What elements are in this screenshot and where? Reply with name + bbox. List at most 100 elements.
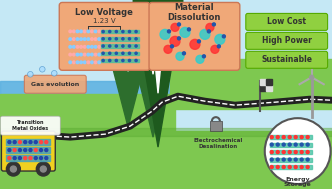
FancyBboxPatch shape [246, 51, 328, 68]
Bar [0, 131, 332, 189]
Circle shape [102, 38, 104, 40]
Circle shape [294, 151, 297, 154]
Circle shape [87, 53, 90, 56]
Circle shape [102, 30, 104, 33]
Polygon shape [133, 0, 183, 147]
FancyBboxPatch shape [246, 13, 328, 30]
Circle shape [102, 59, 104, 62]
Circle shape [276, 136, 279, 139]
Circle shape [40, 166, 46, 172]
Circle shape [94, 61, 97, 64]
Circle shape [19, 156, 22, 160]
Circle shape [300, 158, 303, 161]
Circle shape [306, 151, 309, 154]
Text: High Power: High Power [262, 36, 312, 45]
Circle shape [288, 166, 291, 169]
Circle shape [288, 143, 291, 146]
Circle shape [94, 53, 97, 56]
Bar [101, 30, 139, 33]
Circle shape [28, 71, 33, 77]
Circle shape [80, 38, 82, 40]
Circle shape [171, 45, 174, 48]
Text: Material
Dissolution: Material Dissolution [167, 3, 221, 22]
Bar [6, 155, 50, 161]
Bar [260, 85, 266, 91]
Circle shape [24, 156, 27, 160]
Circle shape [8, 156, 11, 160]
Circle shape [109, 30, 111, 33]
Circle shape [200, 29, 210, 39]
Circle shape [29, 141, 32, 144]
Circle shape [109, 59, 111, 62]
Bar [101, 37, 139, 41]
Circle shape [276, 143, 279, 146]
Circle shape [69, 53, 71, 56]
Circle shape [76, 46, 79, 48]
Circle shape [115, 45, 118, 47]
Circle shape [10, 166, 16, 172]
Circle shape [51, 70, 57, 76]
Bar [270, 158, 312, 162]
Circle shape [91, 61, 93, 64]
Text: Electrochemical
Desalination: Electrochemical Desalination [193, 138, 243, 149]
Circle shape [270, 143, 273, 146]
Circle shape [8, 149, 11, 152]
Circle shape [13, 149, 16, 152]
Circle shape [164, 45, 172, 53]
FancyBboxPatch shape [0, 116, 60, 135]
Circle shape [190, 39, 200, 49]
Circle shape [83, 38, 86, 40]
Circle shape [34, 156, 37, 160]
Circle shape [160, 29, 170, 39]
Circle shape [282, 151, 285, 154]
Bar [270, 165, 312, 169]
Text: Low Cost: Low Cost [267, 17, 306, 26]
Circle shape [6, 162, 20, 176]
Circle shape [135, 45, 137, 47]
Bar [260, 79, 266, 85]
Circle shape [98, 53, 101, 56]
Circle shape [122, 59, 124, 62]
Circle shape [73, 61, 75, 64]
Text: Gas evolution: Gas evolution [31, 82, 79, 87]
Circle shape [198, 40, 201, 43]
Circle shape [128, 38, 130, 40]
Circle shape [94, 46, 97, 48]
Circle shape [98, 61, 101, 64]
Circle shape [222, 35, 225, 38]
Circle shape [80, 53, 82, 56]
Circle shape [94, 38, 97, 40]
Circle shape [276, 158, 279, 161]
Circle shape [83, 61, 86, 64]
Bar [101, 44, 139, 48]
Polygon shape [146, 29, 160, 74]
Circle shape [80, 46, 82, 48]
Circle shape [40, 156, 42, 160]
Bar [270, 150, 312, 154]
Circle shape [115, 38, 118, 40]
Circle shape [98, 30, 101, 33]
Circle shape [282, 136, 285, 139]
Circle shape [203, 55, 206, 58]
Polygon shape [0, 81, 332, 107]
Circle shape [128, 45, 130, 47]
Circle shape [34, 141, 37, 144]
Text: Low Voltage: Low Voltage [75, 8, 133, 17]
Circle shape [171, 23, 179, 31]
Circle shape [24, 141, 27, 144]
Circle shape [276, 166, 279, 169]
Circle shape [178, 23, 181, 26]
Circle shape [24, 149, 27, 152]
Circle shape [69, 61, 71, 64]
Circle shape [211, 45, 219, 53]
Circle shape [122, 52, 124, 54]
Circle shape [270, 136, 273, 139]
Circle shape [135, 38, 137, 40]
Bar [6, 139, 50, 145]
Circle shape [87, 46, 90, 48]
Polygon shape [170, 59, 332, 109]
Circle shape [76, 38, 79, 40]
Circle shape [294, 143, 297, 146]
Circle shape [270, 151, 273, 154]
Bar [210, 121, 222, 131]
